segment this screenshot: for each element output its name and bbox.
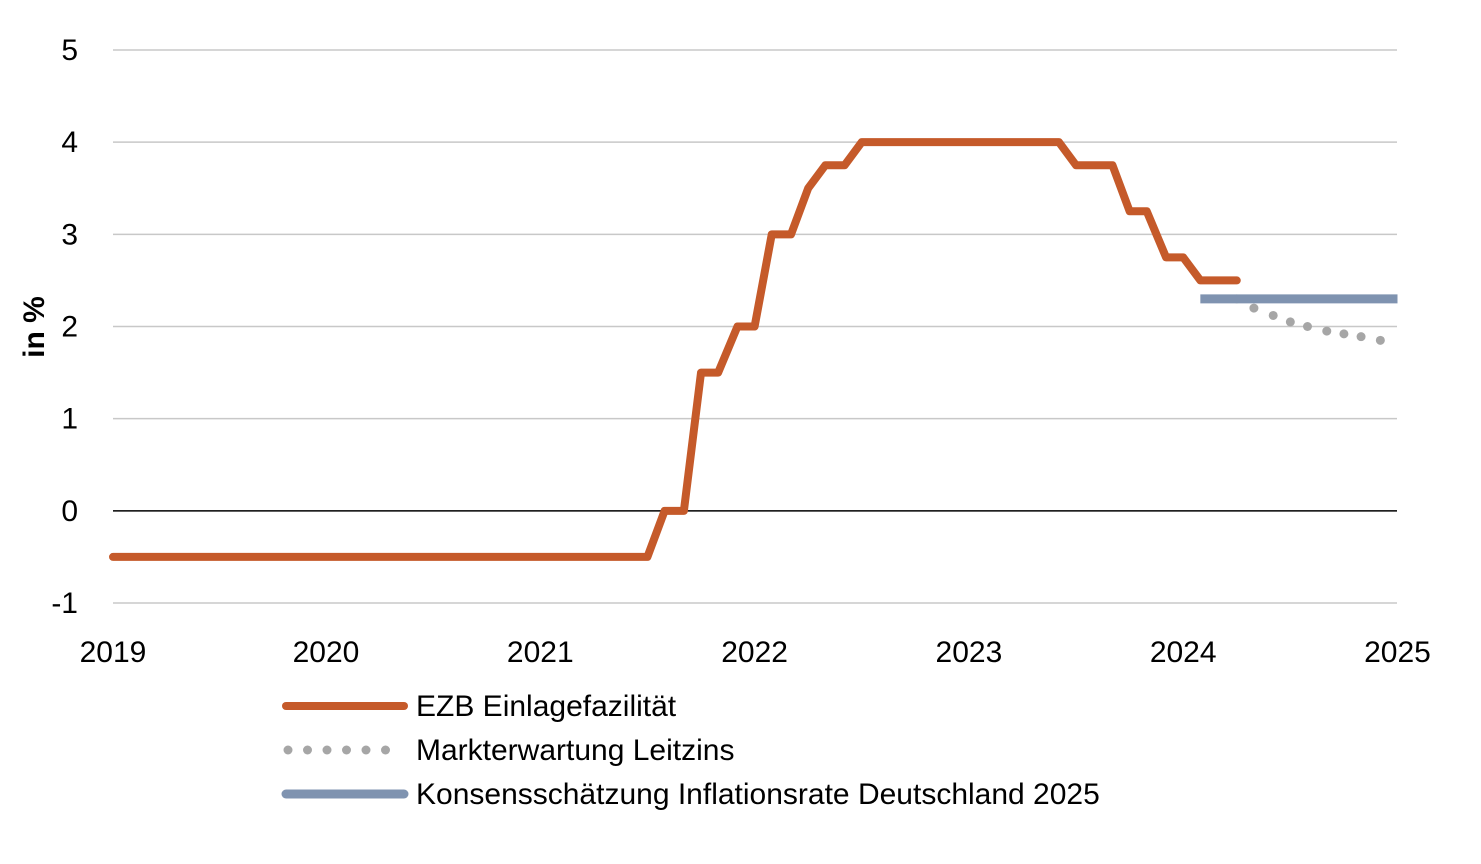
y-axis-title: in % bbox=[18, 296, 51, 358]
markterwartung-point bbox=[1339, 329, 1349, 339]
y-tick-label: 1 bbox=[61, 403, 78, 436]
x-tick-label: 2020 bbox=[293, 636, 360, 669]
series-lines bbox=[109, 138, 1398, 561]
legend-swatch-dot bbox=[283, 745, 293, 755]
legend-swatch-dot bbox=[322, 745, 332, 755]
markterwartung-point bbox=[1375, 335, 1385, 345]
markterwartung-point bbox=[1249, 303, 1259, 313]
y-tick-label: 5 bbox=[61, 34, 78, 67]
y-tick-labels: -1 0 1 2 3 4 5 bbox=[51, 34, 78, 620]
y-tick-label: -1 bbox=[51, 587, 78, 620]
x-tick-label: 2023 bbox=[936, 636, 1003, 669]
legend: EZB Einlagefazilität Markterwartung Leitz… bbox=[281, 690, 1100, 811]
x-tick-label: 2025 bbox=[1364, 636, 1431, 669]
y-tick-label: 4 bbox=[61, 126, 78, 159]
x-tick-label: 2019 bbox=[80, 636, 147, 669]
x-tick-label: 2024 bbox=[1150, 636, 1217, 669]
legend-swatch-dot bbox=[303, 745, 312, 755]
legend-label: Markterwartung Leitzins bbox=[416, 734, 734, 767]
markterwartung-point bbox=[1285, 317, 1295, 327]
legend-swatch-dot bbox=[342, 745, 351, 755]
y-tick-label: 3 bbox=[61, 218, 78, 251]
legend-item: Konsensschätzung Inflationsrate Deutschl… bbox=[281, 778, 1100, 811]
legend-swatch-dot bbox=[381, 745, 390, 755]
markterwartung-point bbox=[1302, 322, 1312, 331]
markterwartung-point bbox=[1268, 310, 1278, 320]
x-tick-label: 2022 bbox=[721, 636, 788, 669]
x-tick-label: 2021 bbox=[507, 636, 574, 669]
markterwartung-point bbox=[1322, 326, 1332, 336]
y-tick-label: 2 bbox=[61, 311, 78, 344]
y-tick-label: 0 bbox=[61, 495, 78, 528]
legend-swatch-dot bbox=[361, 745, 371, 755]
markterwartung-point bbox=[1356, 332, 1366, 342]
legend-item: Markterwartung Leitzins bbox=[283, 734, 734, 767]
legend-item: EZB Einlagefazilität bbox=[282, 690, 677, 723]
series-line-ezb-einlagefazilitaet bbox=[109, 138, 1241, 561]
x-tick-labels: 2019 2020 2021 2022 2023 2024 2025 bbox=[80, 636, 1431, 669]
legend-label: EZB Einlagefazilität bbox=[416, 690, 677, 723]
legend-label: Konsensschätzung Inflationsrate Deutschl… bbox=[416, 778, 1100, 811]
